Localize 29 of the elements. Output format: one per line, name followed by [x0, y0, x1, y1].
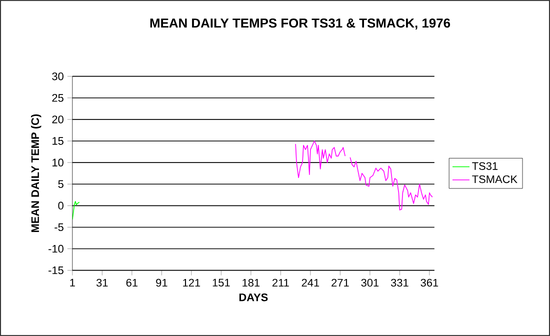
x-tick-label: 181 [242, 278, 260, 287]
legend-label: TS31 [472, 162, 498, 170]
y-tick-label: -5 [54, 223, 64, 232]
x-tick-label: 211 [272, 278, 289, 287]
x-tick-label: 31 [96, 278, 108, 287]
y-tick-label: -10 [48, 244, 64, 253]
x-tick-label: 301 [361, 278, 379, 287]
x-tick-label: 271 [332, 278, 349, 287]
y-tick-label: 15 [52, 137, 64, 145]
y-tick-label: 20 [52, 116, 64, 124]
x-tick-label: 151 [212, 278, 230, 286]
x-tick-label: 61 [126, 278, 138, 287]
y-tick-label: 5 [58, 180, 64, 188]
y-tick-label: 0 [58, 202, 64, 210]
y-axis-title: MEAN DAILY TEMP (C) [30, 114, 42, 232]
y-tick-label: 30 [52, 72, 64, 80]
x-tick-label: 331 [390, 278, 408, 287]
chart-title: MEAN DAILY TEMPS FOR TS31 & TSMACK, 1976 [150, 18, 450, 30]
x-tick-label: 91 [156, 278, 168, 287]
y-tick-label: 25 [52, 94, 64, 102]
x-tick-label: 1 [70, 278, 75, 286]
x-tick-label: 121 [183, 278, 200, 287]
legend-label: TSMACK [472, 175, 518, 184]
y-tick-label: -15 [48, 266, 64, 274]
x-axis-title: DAYS [239, 293, 268, 302]
x-tick-label: 241 [302, 278, 320, 287]
x-tick-label: 361 [420, 278, 438, 287]
line-series [72, 200, 80, 220]
y-tick-label: 10 [52, 158, 64, 166]
